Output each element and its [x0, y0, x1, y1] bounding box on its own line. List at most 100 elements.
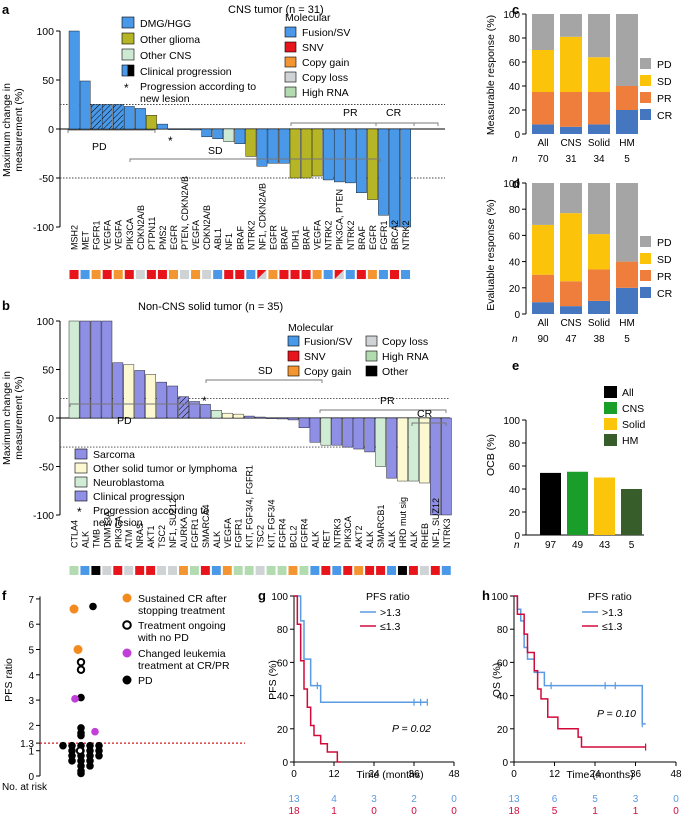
category-label: AKT1 — [146, 525, 156, 548]
legend-high-label: >1.3 — [380, 607, 401, 619]
molecular-legend-title: Molecular — [288, 322, 334, 334]
category-label: ATM — [124, 530, 134, 548]
bar — [135, 108, 146, 130]
legend-neuroblastoma-label: Neuroblastoma — [93, 477, 164, 489]
legend-swatch-pd — [640, 236, 651, 247]
y-tick-label: 3 — [28, 696, 34, 707]
y-tick-label: 1 — [28, 747, 34, 758]
legend-star: * — [77, 505, 82, 519]
bracket-pd-label: PD — [117, 415, 132, 427]
risk-high-count: 0 — [673, 794, 679, 805]
category-label: NTRK2 — [324, 220, 334, 250]
bar — [441, 417, 452, 516]
bar — [419, 417, 430, 484]
y-tick-label: -100 — [33, 222, 54, 234]
legend-swatch — [604, 418, 617, 430]
category-label: HM — [619, 318, 635, 329]
y-tick-label: 80 — [497, 625, 509, 636]
panel-c-ylabel: Measurable response (%) — [485, 15, 497, 135]
bar — [68, 30, 80, 130]
sustained-cr-dot — [69, 604, 79, 614]
category-label: HRD mut sig — [398, 497, 408, 548]
bracket-pr — [290, 122, 439, 126]
mol-fusion-label: Fusion/SV — [302, 27, 350, 39]
legend-progression-label-2: new lesion — [93, 517, 143, 529]
category-label: NTRK2 — [346, 220, 356, 250]
legend-star: * — [124, 81, 129, 95]
bar — [233, 413, 244, 419]
panel-d-ylabel: Evaluable response (%) — [485, 199, 497, 310]
panel-e-chart: 100 80 60 40 20 0 97 49 43 5 n All CNS Solid HM — [503, 386, 646, 551]
panel-g-legend-title: PFS ratio — [366, 591, 410, 603]
ongoing-dot — [89, 602, 97, 611]
bracket-pr-label: PR — [380, 395, 395, 407]
molecular-square — [224, 270, 234, 280]
panel-a-ylabel-2: measurement (%) — [13, 88, 25, 171]
y-tick-label: 100 — [36, 316, 54, 328]
bar — [309, 417, 321, 443]
panel-e-ylabel: OCB (%) — [485, 434, 497, 476]
mol-copygain-label: Copy gain — [302, 57, 349, 69]
legend-label-pr: PR — [657, 271, 672, 283]
bar — [123, 364, 135, 419]
n-label: 31 — [565, 154, 577, 165]
category-label: CTLA4 — [69, 520, 79, 548]
legend-dmg-label: DMG/HGG — [140, 18, 191, 30]
legend-swatch-cr — [640, 287, 651, 298]
molecular-square — [345, 270, 355, 280]
pd-dot — [77, 693, 85, 702]
panel-a-category-labels: MSH2 MET FGFR1 VEGFA VEGFA PIK3CA CDKN2A/B PTPN… — [70, 176, 411, 250]
molecular-square — [146, 566, 156, 575]
stack-segment-cr — [588, 124, 610, 134]
bar — [322, 128, 334, 181]
category-label: IDH1 — [291, 229, 301, 250]
legend-label-cr: CR — [657, 110, 673, 122]
panel-e-label: e — [512, 358, 519, 373]
panel-g-chart: 0 20 40 60 80 100 0 12 24 36 48 — [271, 592, 460, 780]
mol-copygain-swatch — [284, 56, 297, 68]
y-tick-label: 80 — [509, 205, 521, 216]
molecular-square — [91, 566, 101, 575]
category-label: PTPN11 — [147, 217, 157, 250]
molecular-square-split — [334, 270, 344, 280]
panel-f-label: f — [2, 588, 7, 603]
bar — [331, 417, 343, 446]
category-label: VEGFA — [114, 220, 124, 250]
km-curve-high — [294, 595, 428, 703]
y-tick-label: 50 — [42, 365, 54, 377]
stack-segment-cr — [532, 302, 554, 314]
molecular-square — [135, 566, 145, 575]
n-caption: n — [512, 334, 518, 345]
bracket-sd — [205, 379, 323, 383]
category-label: ALK — [80, 531, 90, 548]
category-label: BRAF — [357, 225, 367, 250]
panel-g: g PFS (%) Time (months) 0 20 40 60 80 100 0 12 2… — [258, 588, 460, 781]
n-label: 49 — [572, 540, 584, 551]
mol-highrna-label: High RNA — [382, 351, 429, 363]
category-label: MSH2 — [70, 225, 80, 250]
molecular-square — [398, 566, 407, 575]
bar-progression-hatch — [102, 104, 113, 129]
y-tick-label: 100 — [36, 26, 54, 38]
legend-swatch-pr — [640, 92, 651, 103]
stack-segment-pd — [532, 14, 554, 50]
legend-clinical-progression-swatch-b — [127, 64, 135, 77]
molecular-square — [378, 270, 388, 280]
legend-ongoing-1: Treatment ongoing — [138, 620, 226, 632]
n-label: 5 — [629, 540, 635, 551]
molecular-square — [356, 270, 366, 280]
stack-segment-pd — [532, 183, 554, 225]
y-tick-label: 20 — [277, 725, 289, 736]
bar — [157, 123, 168, 130]
ongoing-dot — [75, 746, 85, 755]
category-label: CNS — [560, 318, 581, 329]
y-tick-label: -50 — [39, 173, 54, 185]
y-tick-label: 0 — [514, 130, 520, 141]
risk-low-count: 0 — [451, 806, 457, 816]
mol-copygain-swatch — [287, 365, 300, 377]
category-label: FGFR4 — [299, 518, 309, 548]
molecular-square — [191, 270, 201, 280]
y-tick-label: 100 — [503, 10, 520, 21]
molecular-square — [80, 566, 90, 575]
category-label: VEGFA — [103, 220, 113, 250]
